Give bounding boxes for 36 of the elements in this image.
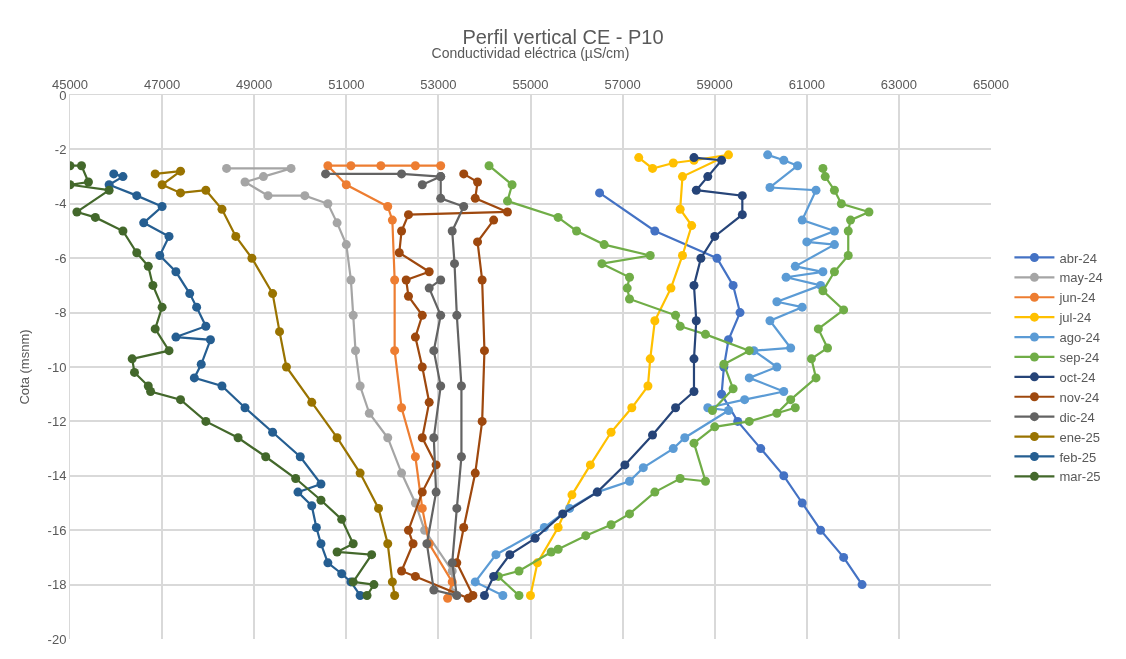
legend-label: ago-24 — [1059, 330, 1100, 346]
x-tick-label: 61000 — [788, 76, 825, 92]
y-tick-label: -4 — [54, 196, 67, 212]
y-tick-label: -8 — [54, 305, 67, 321]
x-tick-label: 57000 — [604, 76, 641, 92]
legend-label: may-24 — [1059, 270, 1103, 286]
legend-label: dic-24 — [1059, 409, 1095, 425]
y-tick-label: -20 — [47, 631, 67, 647]
chart-title: Perfil vertical CE - P10 — [462, 25, 664, 48]
x-tick-label: 45000 — [51, 76, 89, 92]
y-tick-label: -18 — [47, 577, 67, 593]
legend-label: abr-24 — [1059, 250, 1097, 266]
legend-label: oct-24 — [1059, 369, 1096, 385]
x-tick-label: 65000 — [972, 76, 1010, 92]
x-axis-title: Conductividad eléctrica (µS/cm) — [431, 45, 630, 62]
y-axis-title: Cota (msnm) — [16, 329, 32, 405]
x-tick-label: 59000 — [696, 76, 733, 92]
y-tick-label: -14 — [47, 468, 67, 484]
legend-label: nov-24 — [1059, 389, 1100, 405]
legend-label: ene-25 — [1059, 429, 1100, 445]
y-tick-label: -10 — [47, 359, 67, 375]
y-tick-label: -6 — [54, 250, 67, 266]
legend-label: jul-24 — [1058, 310, 1092, 326]
x-tick-label: 49000 — [236, 76, 273, 92]
x-tick-label: 63000 — [880, 76, 917, 92]
x-tick-label: 51000 — [328, 76, 365, 92]
y-tick-label: -16 — [47, 522, 67, 538]
x-tick-label: 55000 — [512, 76, 549, 92]
legend-label: feb-25 — [1059, 449, 1097, 465]
legend-label: jun-24 — [1058, 290, 1096, 306]
legend-label: sep-24 — [1059, 350, 1100, 366]
y-tick-label: -12 — [47, 413, 67, 429]
x-tick-label: 53000 — [420, 76, 457, 92]
x-tick-label: 47000 — [144, 76, 181, 92]
legend-label: mar-25 — [1059, 469, 1101, 485]
y-tick-label: -2 — [54, 141, 67, 157]
